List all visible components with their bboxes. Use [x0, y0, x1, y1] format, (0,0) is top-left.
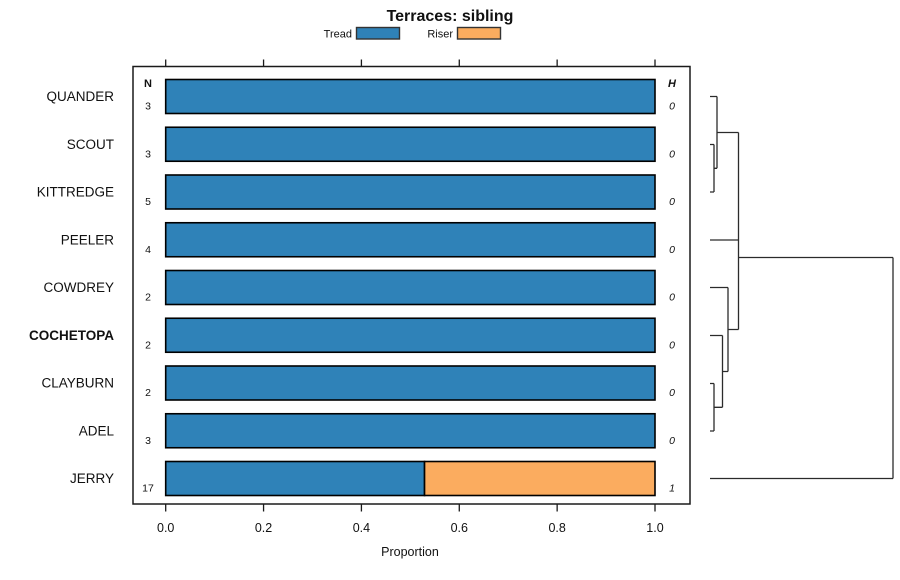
legend: Tread Riser — [324, 26, 502, 41]
h-value: 0 — [669, 292, 675, 304]
n-value: 2 — [145, 339, 151, 351]
h-value: 0 — [669, 387, 675, 399]
table-row: CLAYBURN 2 0 — [41, 365, 675, 401]
x-axis: 0.0 0.2 0.4 0.6 0.8 1.0 — [157, 59, 664, 535]
legend-swatch-tread-icon — [355, 26, 401, 40]
n-value: 2 — [145, 292, 151, 304]
table-row: ADEL 3 0 — [79, 412, 675, 449]
n-value: 3 — [145, 101, 151, 113]
h-value: 1 — [669, 483, 675, 495]
row-label: ADEL — [79, 423, 115, 438]
bar-tread — [164, 412, 656, 449]
h-value: 0 — [669, 339, 675, 351]
dendrogram — [710, 95, 894, 480]
h-value: 0 — [669, 244, 675, 256]
legend-label-riser: Riser — [427, 29, 453, 41]
row-label: SCOUT — [67, 137, 114, 152]
bar-tread — [164, 221, 656, 258]
row-label: QUANDER — [46, 89, 114, 104]
table-row: COWDREY 2 0 — [44, 269, 675, 306]
bar-tread — [164, 317, 656, 354]
h-value: 0 — [669, 101, 675, 113]
bar-tread — [164, 365, 656, 401]
n-value: 3 — [145, 435, 151, 447]
table-row: QUANDER 3 0 — [46, 78, 675, 115]
n-value: 3 — [145, 148, 151, 160]
table-row: COCHETOPA 2 0 — [29, 317, 675, 354]
n-value: 2 — [145, 387, 151, 399]
row-label: CLAYBURN — [41, 376, 114, 391]
x-tick-label: 1.0 — [646, 521, 663, 535]
bar-tread — [164, 269, 656, 306]
chart-title: Terraces: sibling — [387, 8, 514, 25]
table-row: PEELER 4 0 — [61, 221, 675, 258]
x-tick-label: 0.0 — [157, 521, 174, 535]
h-column-header: H — [668, 78, 677, 90]
table-row: SCOUT 3 0 — [67, 126, 675, 163]
legend-label-tread: Tread — [324, 29, 352, 41]
row-label: PEELER — [61, 232, 115, 247]
row-label: COCHETOPA — [29, 328, 114, 343]
x-tick-label: 0.8 — [548, 521, 565, 535]
n-value: 4 — [145, 244, 151, 256]
row-label: COWDREY — [44, 280, 115, 295]
x-tick-label: 0.4 — [353, 521, 370, 535]
n-column-header: N — [144, 78, 152, 90]
x-tick-label: 0.6 — [451, 521, 468, 535]
bar-riser — [423, 460, 656, 497]
h-value: 0 — [669, 196, 675, 208]
bar-tread — [164, 174, 656, 210]
n-value: 17 — [142, 483, 154, 495]
bar-tread — [164, 460, 426, 497]
x-axis-label: Proportion — [381, 545, 439, 559]
table-row: JERRY 17 1 — [70, 460, 675, 497]
plot-frame — [132, 65, 691, 505]
n-value: 5 — [145, 196, 151, 208]
bar-tread — [164, 78, 656, 115]
bar-tread — [164, 126, 656, 163]
h-value: 0 — [669, 435, 675, 447]
h-value: 0 — [669, 148, 675, 160]
x-tick-label: 0.2 — [255, 521, 272, 535]
row-label: JERRY — [70, 471, 114, 486]
row-label: KITTREDGE — [37, 185, 114, 200]
table-row: KITTREDGE 5 0 — [37, 174, 675, 210]
legend-swatch-riser-icon — [456, 26, 502, 40]
